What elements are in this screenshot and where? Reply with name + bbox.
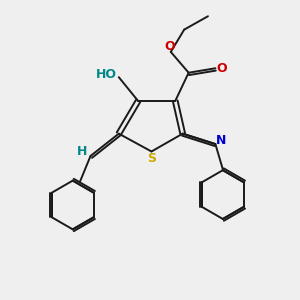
Text: H: H (76, 145, 87, 158)
Text: O: O (164, 40, 175, 53)
Text: S: S (147, 152, 156, 164)
Text: HO: HO (96, 68, 117, 81)
Text: O: O (216, 62, 226, 75)
Text: N: N (216, 134, 226, 147)
